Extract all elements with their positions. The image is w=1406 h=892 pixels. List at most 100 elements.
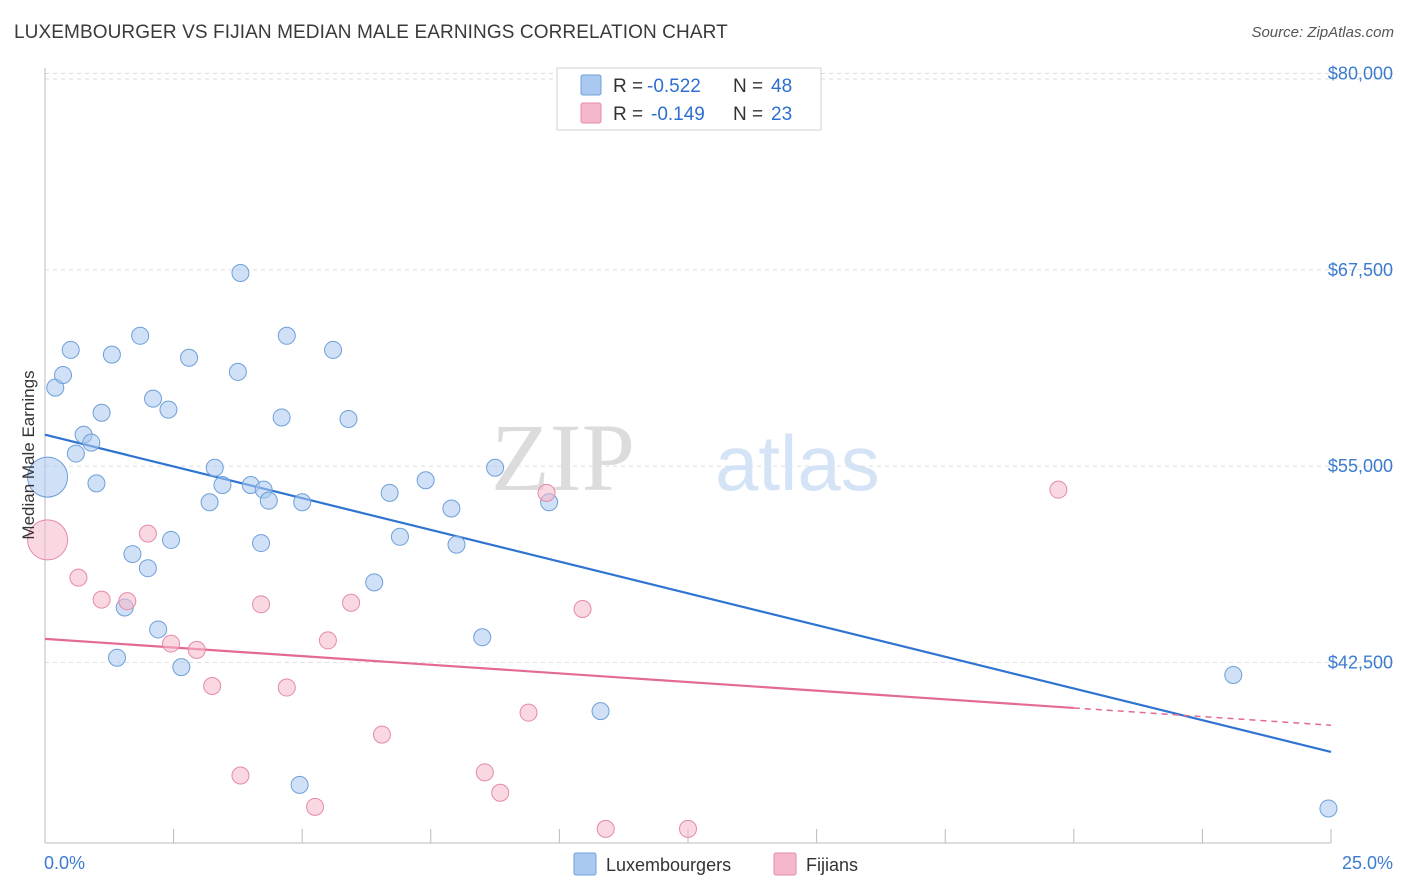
fijian-point: [679, 819, 697, 838]
luxembourger-point: [108, 648, 127, 667]
x-tick-labels: 0.0% 25.0%: [44, 853, 1393, 873]
fijian-point: [162, 634, 181, 653]
fijian-trend-extension: [1073, 707, 1332, 726]
luxembourger-point: [205, 458, 224, 477]
luxembourger-point: [416, 471, 435, 490]
luxembourger-point: [27, 456, 69, 498]
y-tick-labels: $42,500 $55,000 $67,500 $80,000: [1328, 64, 1393, 673]
legend-swatch-fijians: [580, 102, 602, 124]
luxembourger-point: [290, 775, 309, 794]
luxembourger-point: [442, 499, 461, 518]
legend-n-label-1: N =: [733, 76, 763, 97]
luxembourger-point: [231, 263, 250, 282]
fijian-point: [252, 595, 271, 614]
legend-r-label-2: R =: [613, 104, 643, 125]
luxembourger-point: [486, 458, 505, 477]
fijian-point: [519, 703, 538, 722]
fijian-point: [537, 483, 556, 502]
legend-label-fijians: Fijians: [806, 855, 858, 875]
legend-r-value-1: -0.522: [647, 76, 701, 97]
luxembourger-point: [447, 535, 466, 554]
luxembourger-point: [390, 527, 409, 546]
data-points: [27, 263, 1338, 838]
legend-swatch-luxembourgers: [580, 74, 602, 96]
watermark-zip: ZIP: [491, 404, 635, 511]
fijian-point: [92, 590, 111, 609]
luxembourger-point: [138, 559, 157, 578]
y-tick-label: $80,000: [1328, 64, 1393, 84]
luxembourger-point: [473, 628, 492, 647]
luxembourger-point: [324, 340, 343, 359]
fijian-point: [27, 519, 69, 561]
trend-lines: [44, 433, 1332, 753]
fijian-point: [372, 725, 391, 744]
fijian-point: [342, 593, 361, 612]
y-tick-label: $42,500: [1328, 652, 1393, 672]
legend-label-luxembourgers: Luxembourgers: [606, 855, 731, 875]
x-tick-label-max: 25.0%: [1342, 853, 1393, 873]
fijian-trend-line: [44, 637, 1074, 710]
fijian-point: [118, 592, 137, 611]
luxembourger-point: [172, 658, 191, 677]
luxembourger-point: [82, 433, 101, 452]
legend-r-label-1: R =: [613, 76, 643, 97]
luxembourger-point: [380, 483, 399, 502]
luxembourger-point: [277, 326, 296, 345]
luxembourger-point: [102, 345, 121, 364]
luxembourger-point: [87, 474, 106, 493]
fijian-point: [475, 763, 494, 782]
legend-marker-luxembourgers: [573, 852, 597, 876]
luxembourger-point: [339, 410, 358, 429]
luxembourger-point: [144, 389, 163, 408]
y-tick-label: $55,000: [1328, 456, 1393, 476]
fijian-point: [306, 797, 325, 816]
luxembourger-point: [131, 326, 150, 345]
luxembourger-point: [92, 403, 111, 422]
luxembourger-point: [1319, 799, 1338, 818]
luxembourger-point: [61, 340, 80, 359]
luxembourger-point: [66, 444, 85, 463]
watermark: ZIP atlas: [491, 404, 880, 511]
luxembourger-point: [591, 702, 610, 721]
luxembourger-point: [213, 475, 232, 494]
luxembourger-point: [162, 530, 181, 549]
fijian-point: [596, 819, 615, 838]
legend-n-value-2: 23: [771, 104, 792, 125]
legend-marker-fijians: [773, 852, 797, 876]
luxembourger-point: [54, 366, 73, 385]
luxembourger-point: [252, 534, 271, 553]
legend-r-value-2: -0.149: [651, 104, 705, 125]
fijian-point: [1049, 480, 1068, 499]
fijian-point: [277, 678, 296, 697]
fijian-point: [573, 600, 592, 619]
series-legend: Luxembourgers Fijians: [573, 852, 858, 876]
y-axis-title: Median Male Earnings: [19, 370, 38, 539]
correlation-legend: R = -0.522 N = 48 R = -0.149 N = 23: [556, 67, 822, 131]
axes: [44, 68, 1332, 844]
luxembourger-point: [1224, 665, 1243, 684]
fijian-point: [138, 524, 157, 543]
chart-title: LUXEMBOURGER VS FIJIAN MEDIAN MALE EARNI…: [14, 22, 728, 43]
luxembourger-point: [200, 493, 219, 512]
luxembourger-point: [259, 491, 278, 510]
luxembourger-point: [180, 348, 199, 367]
fijian-point: [491, 783, 510, 802]
legend-n-label-2: N =: [733, 104, 763, 125]
luxembourger-point: [365, 573, 384, 592]
fijian-point: [318, 631, 337, 650]
source-credit: Source: ZipAtlas.com: [1251, 24, 1394, 41]
luxembourger-point: [228, 362, 247, 381]
luxembourger-point: [293, 493, 312, 512]
fijian-point: [69, 568, 88, 587]
legend-n-value-1: 48: [771, 76, 792, 97]
luxembourger-trend-line: [44, 433, 1332, 753]
y-tick-label: $67,500: [1328, 260, 1393, 280]
fijian-point: [231, 766, 250, 785]
luxembourger-point: [272, 408, 291, 427]
luxembourger-point: [149, 620, 168, 639]
gridlines: [45, 73, 1395, 663]
watermark-atlas: atlas: [715, 419, 880, 507]
x-tick-label-min: 0.0%: [44, 853, 85, 873]
luxembourger-point: [159, 400, 178, 419]
luxembourger-point: [123, 545, 142, 564]
